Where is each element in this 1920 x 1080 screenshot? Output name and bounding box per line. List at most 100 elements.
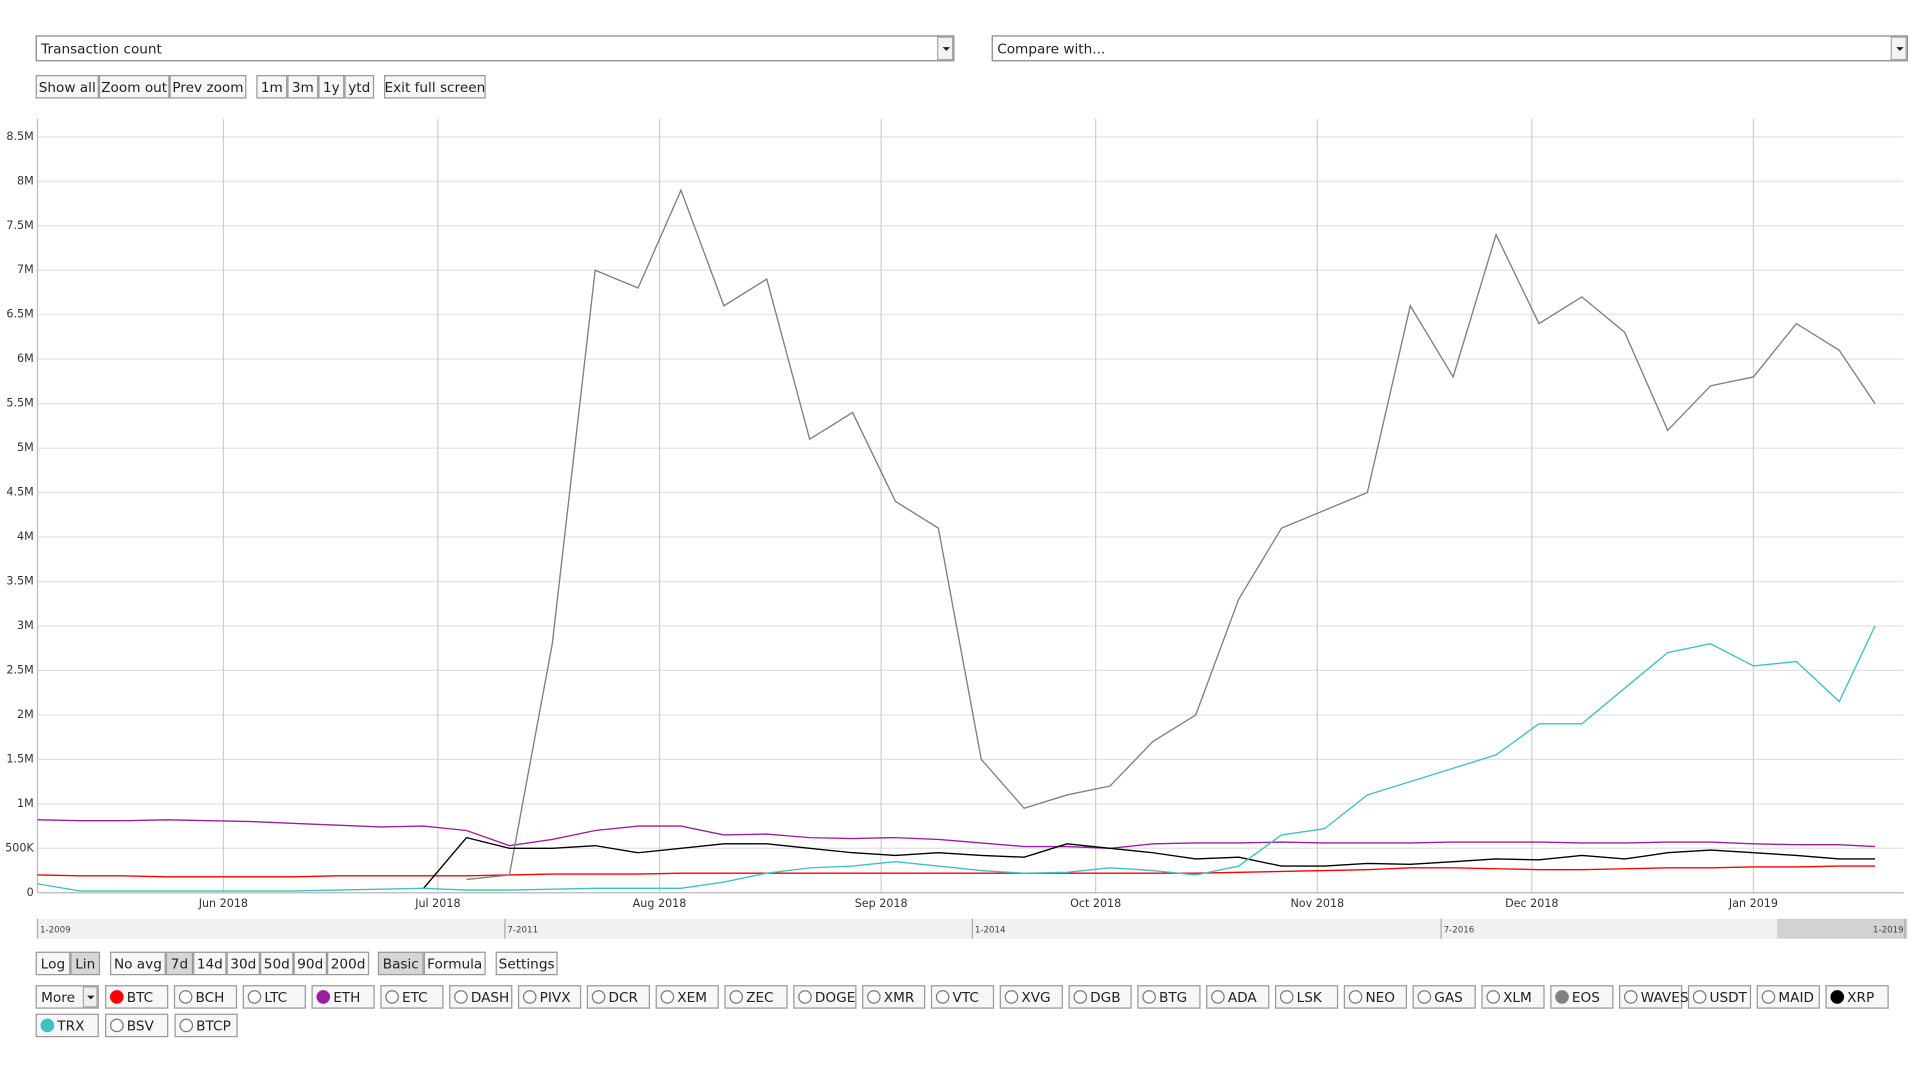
- series-line: [37, 865, 1875, 878]
- average-button[interactable]: 30d: [226, 951, 261, 976]
- legend-entry[interactable]: XRP: [1825, 985, 1889, 1009]
- settings-button[interactable]: Settings: [495, 951, 558, 976]
- button-label: TRX: [56, 1019, 84, 1035]
- coin-button[interactable]: ETC: [380, 985, 444, 1009]
- compare-select[interactable]: Compare with...: [991, 35, 1908, 62]
- coin-dot: [1692, 990, 1707, 1004]
- coin-button[interactable]: VTC: [930, 985, 995, 1009]
- average-button[interactable]: 14d: [193, 951, 227, 976]
- coin-button[interactable]: XVG: [999, 985, 1063, 1009]
- button-box: [423, 951, 486, 976]
- button-label: 1y: [323, 80, 340, 96]
- y-tick-label: 2M: [17, 708, 34, 721]
- zoom-button[interactable]: Show all: [35, 75, 99, 99]
- coin-button[interactable]: DGB: [1068, 985, 1132, 1009]
- coin-button[interactable]: MAID: [1756, 985, 1820, 1009]
- select-box: [991, 35, 1908, 62]
- zoom-button[interactable]: Zoom out: [98, 75, 170, 99]
- average-button[interactable]: 90d: [293, 951, 328, 976]
- legend-entry[interactable]: TRX: [35, 1013, 99, 1038]
- range-button[interactable]: 1y: [318, 75, 345, 99]
- x-tick-label: Nov 2018: [1290, 897, 1344, 910]
- more-select[interactable]: More: [35, 985, 99, 1009]
- coin-dot: [1279, 990, 1294, 1004]
- button-label: ADA: [1228, 990, 1258, 1006]
- coin-button[interactable]: PIVX: [517, 985, 582, 1009]
- button-label: BTG: [1159, 990, 1187, 1006]
- button-box: [862, 985, 926, 1009]
- series-line: [37, 819, 1876, 849]
- fullscreen-button[interactable]: Exit full screen: [384, 75, 486, 99]
- coin-button[interactable]: GAS: [1412, 985, 1476, 1009]
- coin-button[interactable]: XEM: [655, 985, 719, 1009]
- scale-button[interactable]: Lin: [70, 951, 101, 976]
- navigator[interactable]: 1-2009 7-2011 1-2014 7-2016 1-2019: [36, 918, 1908, 939]
- zoom-button[interactable]: Prev zoom: [169, 75, 247, 99]
- coin-button[interactable]: NEO: [1343, 985, 1408, 1009]
- button-label: USDT: [1710, 990, 1748, 1006]
- button-box: [105, 1013, 169, 1038]
- button-box: [793, 985, 857, 1009]
- coin-button[interactable]: BSV: [105, 1013, 169, 1038]
- scale-button[interactable]: Log: [35, 951, 71, 976]
- average-button[interactable]: 7d: [165, 951, 194, 976]
- coin-button[interactable]: WAVES: [1619, 985, 1689, 1009]
- button-label: ETH: [333, 990, 360, 1006]
- coin-button[interactable]: USDT: [1687, 985, 1752, 1009]
- navigator-selection: [1777, 918, 1908, 939]
- mode-button[interactable]: Basic: [377, 951, 424, 976]
- coin-button[interactable]: ZEC: [724, 985, 788, 1009]
- button-label: XLM: [1503, 990, 1532, 1006]
- select-arrow: [942, 47, 951, 51]
- button-label: DCR: [608, 990, 638, 1006]
- average-button[interactable]: No avg: [110, 951, 166, 976]
- button-box: [344, 75, 375, 99]
- button-label: GAS: [1434, 990, 1463, 1006]
- mode-button[interactable]: Formula: [423, 951, 486, 976]
- button-box: [999, 985, 1063, 1009]
- coin-dot: [385, 990, 399, 1004]
- coin-button[interactable]: BTG: [1137, 985, 1201, 1009]
- button-label: EOS: [1572, 990, 1600, 1006]
- coin-dot: [1417, 990, 1432, 1004]
- legend-entry[interactable]: ETH: [311, 985, 375, 1009]
- range-button[interactable]: 3m: [287, 75, 319, 99]
- coin-dot: [1555, 990, 1569, 1004]
- coin-button[interactable]: BTCP: [174, 1013, 238, 1038]
- button-label: No avg: [114, 957, 162, 973]
- button-label: Log: [41, 957, 65, 973]
- button-box: [35, 951, 71, 976]
- legend-entry[interactable]: EOS: [1550, 985, 1614, 1009]
- button-box: [260, 951, 294, 976]
- coin-button[interactable]: DASH: [449, 985, 513, 1009]
- button-label: 30d: [230, 957, 256, 973]
- x-tick-label: Sep 2018: [855, 897, 908, 910]
- x-tick-label: Oct 2018: [1070, 897, 1121, 910]
- y-tick-label: 8M: [17, 174, 34, 187]
- coin-button[interactable]: BCH: [173, 985, 238, 1009]
- button-box: [1137, 985, 1201, 1009]
- coin-dot: [522, 990, 537, 1004]
- select-arrow: [1896, 47, 1904, 51]
- y-tick-label: 3M: [17, 619, 34, 632]
- average-button[interactable]: 50d: [260, 951, 294, 976]
- coin-dot: [867, 990, 881, 1004]
- coin-dot: [1348, 990, 1363, 1004]
- coin-dot: [179, 1018, 194, 1033]
- coin-button[interactable]: DCR: [586, 985, 651, 1009]
- coin-button[interactable]: DOGE: [793, 985, 857, 1009]
- select-arrow: [87, 995, 95, 1000]
- button-box: [169, 75, 247, 99]
- coin-button[interactable]: XMR: [862, 985, 926, 1009]
- button-box: [1068, 985, 1132, 1009]
- average-button[interactable]: 200d: [327, 951, 370, 976]
- coin-button[interactable]: XLM: [1481, 985, 1545, 1009]
- range-button[interactable]: 1m: [256, 75, 288, 99]
- coin-button[interactable]: LTC: [242, 985, 306, 1009]
- coin-button[interactable]: LSK: [1274, 985, 1339, 1009]
- metric-select[interactable]: Transaction count: [35, 35, 955, 62]
- button-label: Formula: [427, 957, 482, 973]
- range-button[interactable]: ytd: [344, 75, 375, 99]
- coin-button[interactable]: ADA: [1206, 985, 1270, 1009]
- legend-entry[interactable]: BTC: [105, 985, 169, 1009]
